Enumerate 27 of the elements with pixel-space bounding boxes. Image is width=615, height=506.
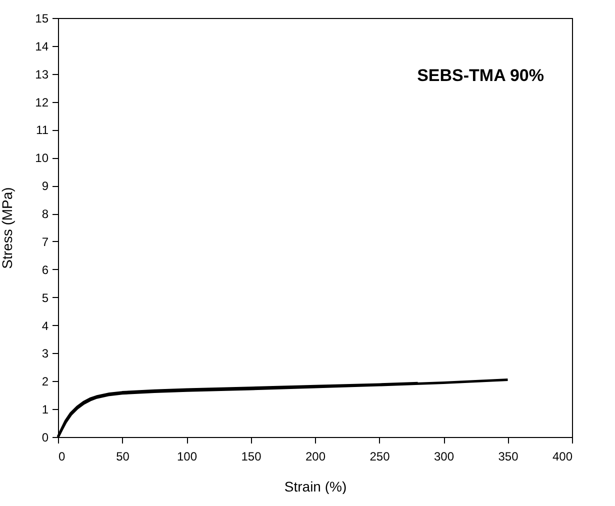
y-axis-title: Stress (MPa) (0, 187, 16, 269)
y-tick-label: 1 (42, 402, 49, 417)
y-tick-label: 3 (42, 346, 49, 361)
y-tick-label: 7 (42, 234, 49, 249)
y-tick-label: 9 (42, 179, 49, 194)
x-tick-label: 150 (241, 450, 262, 464)
y-tick-label: 13 (35, 67, 49, 82)
y-tick-label: 15 (35, 12, 49, 26)
y-tick-label: 4 (42, 318, 49, 333)
x-tick-label: 50 (116, 450, 130, 464)
x-tick-label: 350 (498, 450, 519, 464)
x-tick-label: 100 (176, 450, 198, 464)
y-tick-label: 10 (35, 151, 49, 166)
x-tick-label: 250 (370, 450, 390, 464)
x-tick-label: 0 (58, 450, 66, 464)
y-tick-label: 12 (35, 95, 49, 110)
x-tick-label: 300 (434, 450, 454, 464)
annotation: SEBS-TMA 90% (417, 66, 544, 85)
x-tick-label: 200 (305, 450, 326, 464)
y-tick-label: 5 (42, 290, 49, 305)
y-tick-label: 0 (42, 430, 49, 444)
x-tick-label: 400 (552, 450, 573, 464)
y-tick-label: 6 (42, 262, 49, 277)
y-tick-label: 8 (42, 207, 49, 222)
y-tick-label: 2 (42, 374, 49, 389)
y-tick-label: 14 (35, 39, 49, 54)
y-tick-label: 11 (36, 123, 49, 138)
